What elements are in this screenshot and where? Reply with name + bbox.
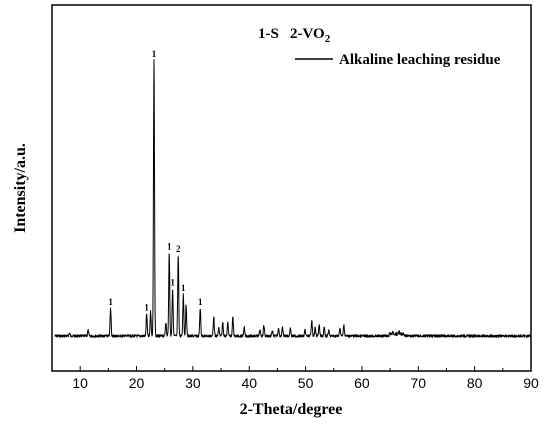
peak-label: 1 bbox=[108, 297, 113, 307]
phase-key: 1-S 2-VO2 bbox=[258, 26, 331, 45]
plot-frame bbox=[51, 4, 532, 372]
x-tick-label: 20 bbox=[129, 375, 145, 391]
peak-label: 1 bbox=[181, 283, 186, 293]
legend: Alkaline leaching residue bbox=[295, 52, 501, 68]
peak-label: 1 bbox=[167, 241, 172, 251]
legend-entry-label: Alkaline leaching residue bbox=[339, 52, 501, 68]
x-axis-title: 2-Theta/degree bbox=[240, 401, 343, 418]
peak-label: 1 bbox=[170, 278, 175, 288]
peak-label: 2 bbox=[176, 244, 181, 254]
x-tick-label: 90 bbox=[523, 375, 539, 391]
peak-label: 1 bbox=[198, 297, 203, 307]
phase-key-label-1: 1-S bbox=[258, 26, 279, 42]
x-tick-label: 70 bbox=[411, 375, 427, 391]
peak-label: 1 bbox=[152, 49, 157, 59]
x-tick-label: 80 bbox=[467, 375, 483, 391]
phase-key-label-2: 2-VO2 bbox=[290, 26, 331, 45]
x-tick-label: 60 bbox=[354, 375, 370, 391]
x-tick-label: 50 bbox=[298, 375, 314, 391]
series-line-alkaline-leaching-residue bbox=[54, 59, 532, 338]
x-tick-label: 40 bbox=[241, 375, 257, 391]
y-axis-title: Intensity/a.u. bbox=[12, 143, 29, 233]
x-tick-label: 10 bbox=[72, 375, 88, 391]
peak-label: 1 bbox=[144, 303, 149, 313]
x-axis-tick-labels: 10 20 30 40 50 60 70 80 90 bbox=[72, 375, 539, 391]
x-tick-label: 30 bbox=[185, 375, 201, 391]
x-axis-ticks bbox=[51, 366, 532, 371]
